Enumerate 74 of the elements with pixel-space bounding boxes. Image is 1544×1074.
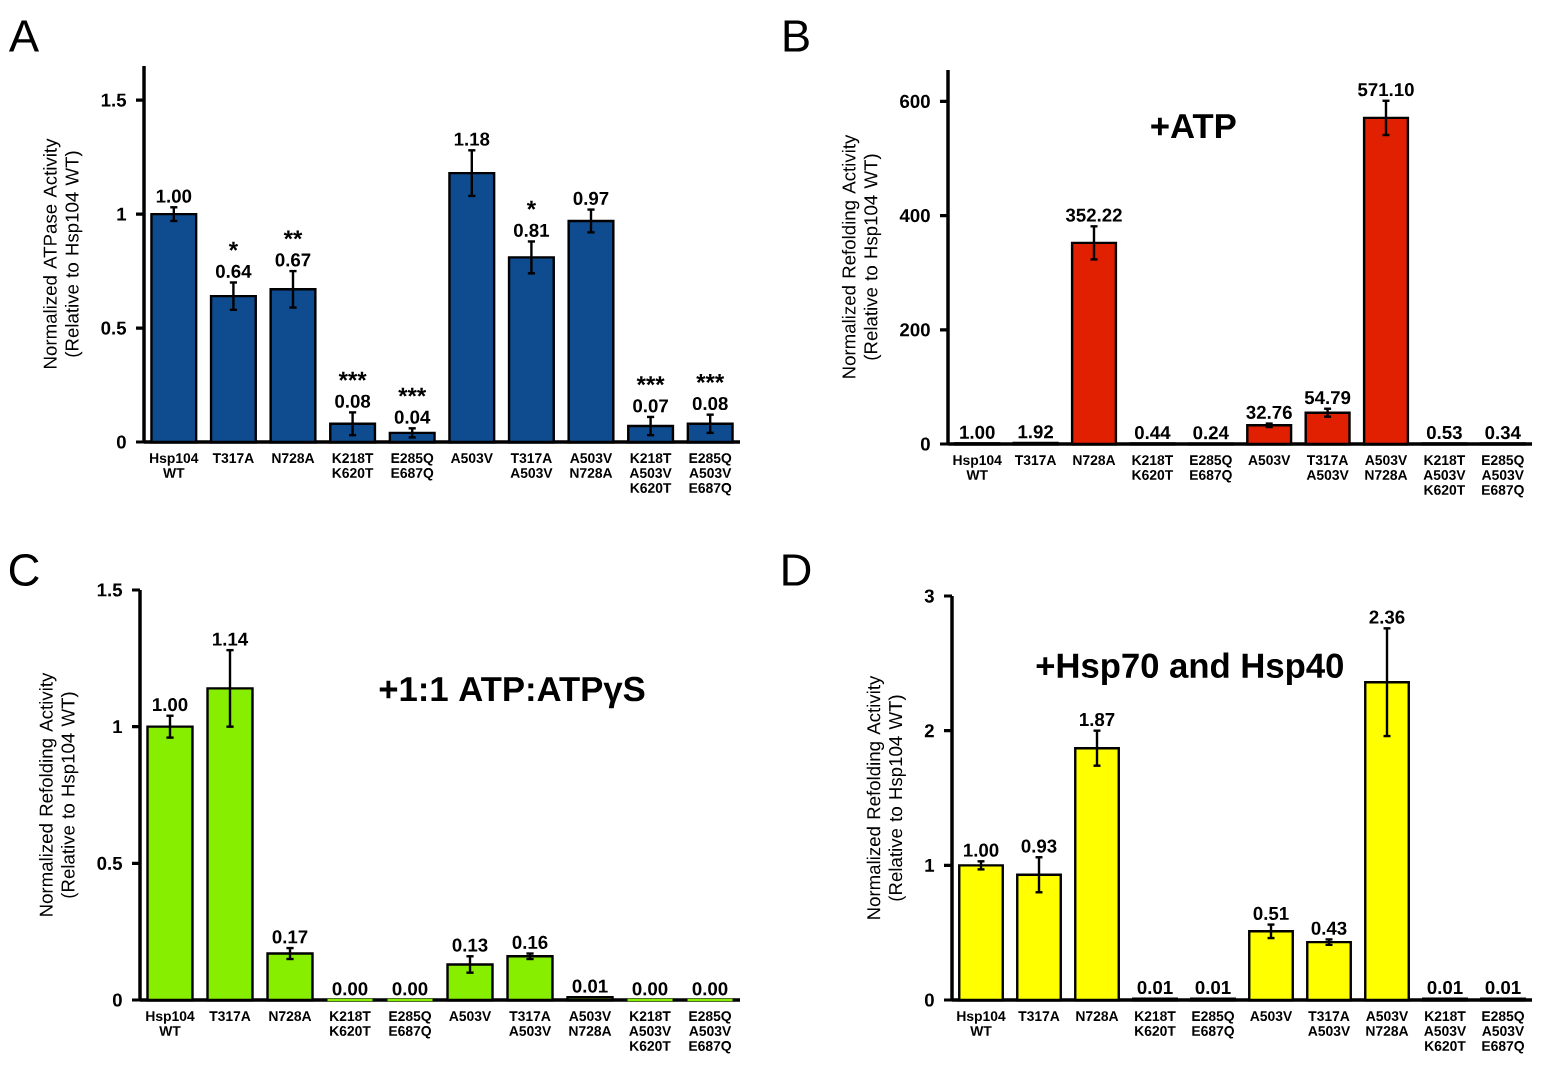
annotation: *** [338,371,367,381]
text: A [8,20,40,52]
data-label: 0.17 [272,930,308,944]
y-tick-label: 1 [113,720,123,734]
data-label: 0.44 [1134,426,1171,440]
y-tick-label: 0 [116,435,126,449]
text: C [9,553,39,587]
data-label: 1.00 [156,189,192,203]
data-label: 0.00 [632,982,668,996]
text: +1:1 ATP:ATPγS [379,676,645,709]
text: +ATP [1151,114,1236,139]
data-label: 0.64 [215,264,252,278]
y-axis-title: Normalized ATPase Activity (Relative to Hsp104 WT) [43,138,83,368]
data-label: 54.79 [1304,391,1351,405]
data-label: 0.01 [1427,980,1463,995]
data-label: 0.00 [392,982,428,996]
data-label: 0.43 [1311,921,1347,935]
y-tick-label: 0 [920,437,930,451]
text: B [784,20,809,52]
y-tick-label: 200 [900,323,930,337]
data-label: 0.01 [1485,980,1521,995]
data-label: 0.01 [572,979,608,993]
data-label: 32.76 [1246,405,1292,420]
data-label: 0.24 [1193,426,1229,440]
text: +Hsp70 and Hsp40 [1036,652,1343,685]
data-label: 0.81 [513,223,550,237]
data-label: 0.67 [275,253,311,267]
data-label: 0.08 [692,396,728,411]
y-tick-label: 0.5 [101,321,127,335]
y-axis-title: Normalized Refolding Activity (Relative to Hsp104 WT) [841,134,882,378]
data-label: 0.01 [1137,980,1173,995]
text: D [783,554,811,586]
data-label: 0.01 [1195,980,1231,995]
data-label: 0.00 [332,982,368,996]
y-axis-title: Normalized Refolding Activity (Relative to Hsp104 WT) [866,675,906,919]
data-label: 0.51 [1253,906,1289,921]
data-label: 0.07 [633,399,668,413]
annotation: * [526,200,537,210]
y-axis-title: Normalized Refolding Activity (Relative to Hsp104 WT) [39,672,79,916]
y-tick-label: 2 [924,724,934,738]
y-tick-label: 1.5 [101,93,127,107]
y-tick-label: 1 [117,207,127,221]
data-label: 0.93 [1021,839,1057,853]
data-label: 0.97 [573,191,609,206]
data-label: 0.16 [512,935,548,949]
data-label: 1.18 [454,132,490,146]
y-tick-label: 3 [924,589,934,603]
data-label: 571.10 [1358,83,1414,97]
data-label: 0.00 [692,982,728,996]
data-label: 2.36 [1369,610,1405,624]
data-label: 0.08 [335,394,371,408]
y-tick-label: 0.5 [97,856,123,870]
data-label: 1.92 [1018,425,1053,439]
annotation: *** [696,373,725,383]
data-label: 0.13 [452,938,488,952]
data-label: 1.00 [964,843,999,857]
data-label: 0.34 [1485,426,1521,440]
y-tick-label: 1 [925,858,935,872]
data-label: 1.00 [960,425,995,439]
y-tick-label: 400 [899,209,930,223]
y-tick-label: 0 [112,993,122,1007]
annotation: *** [636,376,665,386]
y-tick-label: 1.5 [97,583,123,597]
y-tick-label: 600 [900,94,930,108]
y-tick-label: 0 [924,993,934,1007]
data-label: 1.87 [1080,712,1115,727]
annotation: ** [283,230,303,240]
data-label: 1.14 [213,632,249,646]
annotation: * [228,241,239,251]
annotation: *** [398,387,427,397]
data-label: 0.53 [1426,425,1462,440]
data-label: 352.22 [1065,208,1122,222]
data-label: 0.04 [394,410,431,424]
data-label: 1.00 [153,698,188,712]
